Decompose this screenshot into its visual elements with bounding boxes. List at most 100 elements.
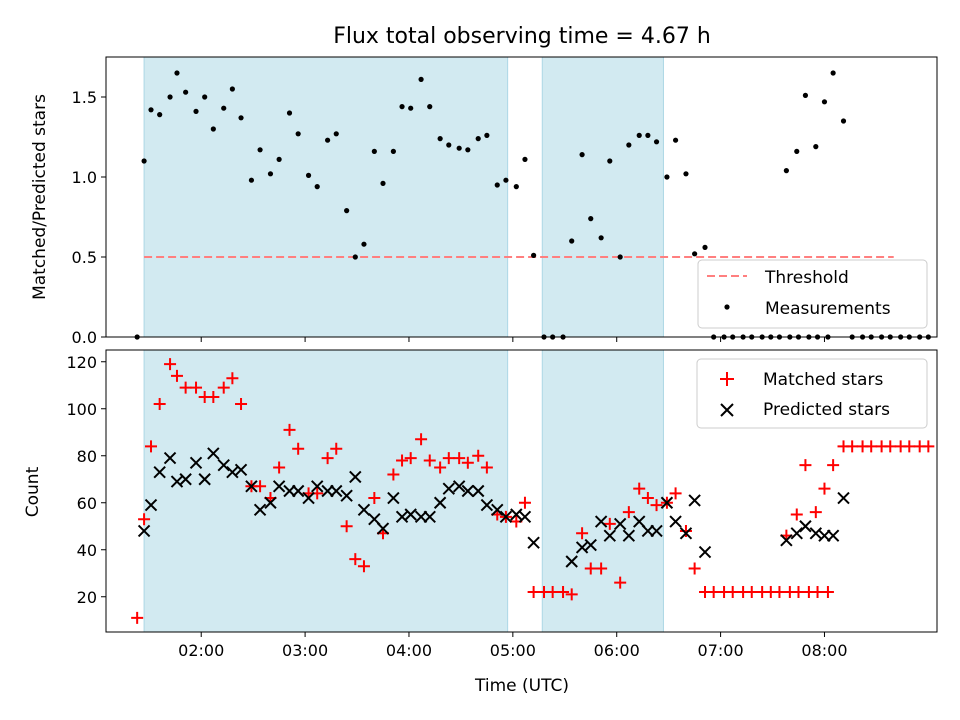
matched-star-point <box>235 398 248 411</box>
matched-star-point <box>423 454 436 467</box>
predicted-star-point <box>433 496 447 509</box>
matched-star-point <box>340 520 353 533</box>
measurement-point <box>802 92 809 98</box>
top-y-axis-label: Matched/Predicted stars <box>30 94 50 300</box>
predicted-star-point <box>404 508 417 521</box>
measurement-point <box>257 147 263 153</box>
matched-star-point <box>603 517 616 530</box>
measurement-point <box>664 174 670 180</box>
matched-star-point <box>461 456 474 469</box>
predicted-star-point <box>272 480 286 493</box>
matched-star-point <box>349 553 362 566</box>
matched-star-point <box>527 586 540 599</box>
measurement-point <box>475 136 481 142</box>
predicted-star-point <box>387 491 400 505</box>
top-legend: Threshold Measurements <box>697 259 928 329</box>
measurement-point <box>692 251 698 257</box>
measurement-point <box>148 107 154 113</box>
matched-star-point <box>190 381 203 394</box>
measurement-point <box>617 254 623 260</box>
measurement-point <box>465 147 471 153</box>
matched-star-point <box>292 442 305 455</box>
measurement-point <box>446 142 452 148</box>
matched-star-point <box>792 586 805 599</box>
measurement-point <box>295 131 301 137</box>
predicted-star-point <box>245 480 258 493</box>
predicted-star-point <box>137 524 151 538</box>
measurement-point <box>361 241 367 247</box>
matched-star-point <box>518 496 531 509</box>
matched-star-point <box>799 459 812 472</box>
measurement-point <box>267 171 274 177</box>
measurement-point <box>821 99 828 105</box>
x-tick-label: 04:00 <box>386 641 432 660</box>
matched-star-point <box>707 586 720 599</box>
measurement-point <box>157 112 163 118</box>
matched-star-point <box>145 440 158 453</box>
matched-star-point <box>472 449 485 462</box>
matched-star-point <box>153 398 166 411</box>
measurement-point <box>371 148 377 154</box>
matched-star-point <box>396 454 409 467</box>
measurement-point <box>210 126 216 132</box>
bottom-axes-frame <box>105 349 938 633</box>
matched-star-point <box>217 381 230 394</box>
measurement-point <box>683 171 689 177</box>
predicted-star-point <box>650 524 663 538</box>
y-tick-label: 120 <box>66 353 97 372</box>
predicted-star-point <box>163 451 177 465</box>
bottom-panel: 20 40 60 80 100 120 02:00 03:00 04:00 05:00 06:00… <box>23 349 938 696</box>
x-tick-label: 07:00 <box>698 641 744 660</box>
predicted-star-point <box>527 536 540 549</box>
matched-star-point <box>226 372 239 385</box>
matched-star-point <box>809 506 822 519</box>
matched-star-point <box>404 452 417 465</box>
measurement-point <box>579 152 585 158</box>
legend-threshold-label: Threshold <box>764 268 849 288</box>
measurement-point <box>221 105 227 111</box>
predicted-star-point <box>575 541 589 554</box>
measurement-point <box>352 254 358 260</box>
matched-star-point <box>773 586 786 599</box>
predicted-star-point <box>452 480 466 493</box>
y-tick-label: 0.5 <box>72 248 97 267</box>
measurement-point <box>286 110 293 116</box>
measurement-point <box>813 144 819 150</box>
predicted-star-point <box>603 529 617 542</box>
measurement-point <box>399 104 405 110</box>
predicted-star-point <box>442 482 455 495</box>
predicted-star-point <box>330 484 343 498</box>
measurement-point <box>840 118 847 124</box>
matched-star-point <box>442 452 455 465</box>
shaded-interval-1 <box>143 56 509 338</box>
predicted-star-point <box>349 470 362 484</box>
matched-star-point <box>357 560 370 573</box>
predicted-star-point <box>688 494 701 507</box>
measurement-point <box>314 184 320 190</box>
measurement-point <box>437 136 443 142</box>
measurement-point <box>513 184 519 190</box>
measurement-point <box>588 216 594 222</box>
x-tick-label: 03:00 <box>282 641 328 660</box>
predicted-star-point <box>189 456 203 470</box>
measurement-point <box>276 156 282 162</box>
measurement-point <box>325 137 331 143</box>
predicted-star-point <box>510 508 523 521</box>
measurement-point <box>193 108 199 114</box>
measurement-point <box>141 158 147 164</box>
measurement-point <box>333 131 339 137</box>
matched-star-point <box>565 588 578 601</box>
measurement-point <box>653 139 660 145</box>
matched-star-point <box>179 381 192 394</box>
measurement-point <box>229 86 235 92</box>
matched-star-point <box>480 461 493 474</box>
measurement-point <box>305 172 312 178</box>
matched-star-point <box>865 440 878 453</box>
predicted-star-point <box>565 555 578 568</box>
top-panel: 0.0 0.5 1.0 1.5 Flux total observing time =… <box>30 24 938 347</box>
matched-star-point <box>557 586 570 599</box>
matched-star-point <box>650 499 663 512</box>
matched-star-point <box>669 487 682 500</box>
matched-star-point <box>576 527 589 540</box>
predicted-star-point <box>302 491 315 505</box>
